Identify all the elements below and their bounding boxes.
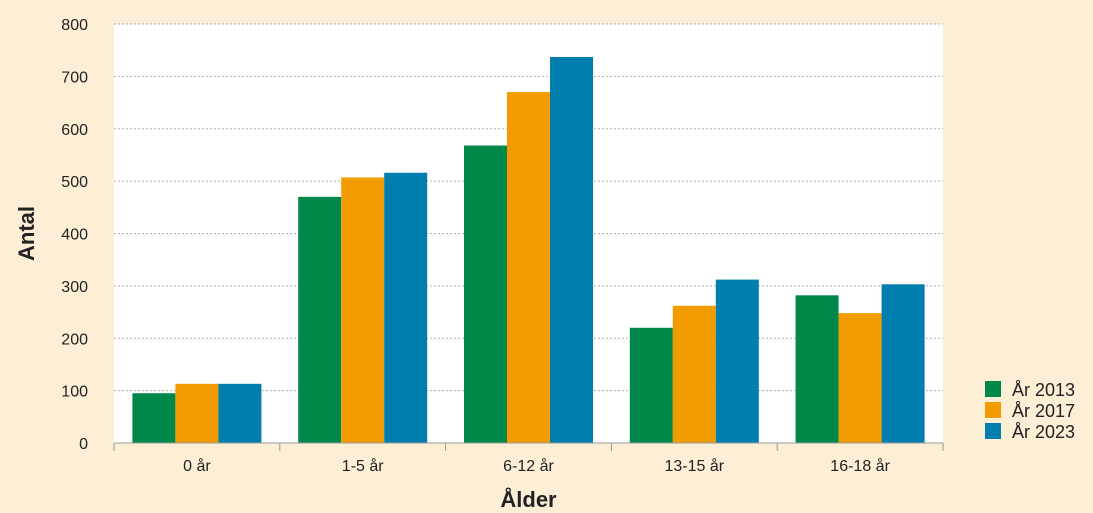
bar bbox=[550, 56, 593, 444]
bar bbox=[881, 284, 925, 443]
legend-swatch bbox=[985, 423, 1001, 439]
legend-label: År 2013 bbox=[1012, 380, 1075, 400]
bar bbox=[715, 279, 759, 443]
legend-swatch bbox=[985, 381, 1001, 397]
bar bbox=[795, 295, 839, 443]
legend-label: År 2023 bbox=[1012, 422, 1075, 442]
bar bbox=[384, 172, 428, 443]
x-axis-title: Ålder bbox=[500, 486, 557, 512]
x-tick-label: 0 år bbox=[183, 457, 211, 475]
x-tick-label: 13-15 år bbox=[665, 457, 725, 475]
x-tick-label: 1-5 år bbox=[342, 457, 384, 475]
y-tick-label: 400 bbox=[61, 227, 88, 244]
bar bbox=[218, 383, 262, 443]
y-tick-label: 300 bbox=[61, 279, 88, 296]
x-tick-label: 16-18 år bbox=[830, 457, 890, 475]
legend-swatch bbox=[985, 402, 1001, 418]
y-tick-label: 0 bbox=[79, 436, 88, 453]
bar bbox=[175, 383, 219, 443]
bar bbox=[341, 177, 385, 444]
bar bbox=[629, 327, 673, 443]
legend-label: År 2017 bbox=[1012, 401, 1075, 421]
x-axis-ticks bbox=[113, 443, 944, 451]
x-axis-tick-labels: 0 år 1-5 år 6-12 år 13-15 år 16-18 år bbox=[183, 457, 890, 475]
x-tick-label: 6-12 år bbox=[503, 457, 554, 475]
bar bbox=[838, 313, 882, 443]
bar bbox=[464, 145, 507, 443]
bars bbox=[132, 56, 925, 444]
y-axis-title: Antal bbox=[14, 206, 39, 261]
bar bbox=[298, 196, 342, 443]
y-tick-label: 200 bbox=[61, 331, 88, 348]
y-tick-label: 800 bbox=[61, 17, 88, 34]
bar bbox=[507, 92, 550, 444]
y-tick-label: 100 bbox=[61, 384, 88, 401]
y-axis-tick-labels: 0 100 200 300 400 500 600 700 800 bbox=[61, 17, 88, 453]
y-tick-label: 500 bbox=[61, 174, 88, 191]
y-tick-label: 600 bbox=[61, 122, 88, 139]
bar bbox=[132, 393, 176, 443]
y-tick-label: 700 bbox=[61, 69, 88, 86]
bar bbox=[672, 305, 716, 443]
